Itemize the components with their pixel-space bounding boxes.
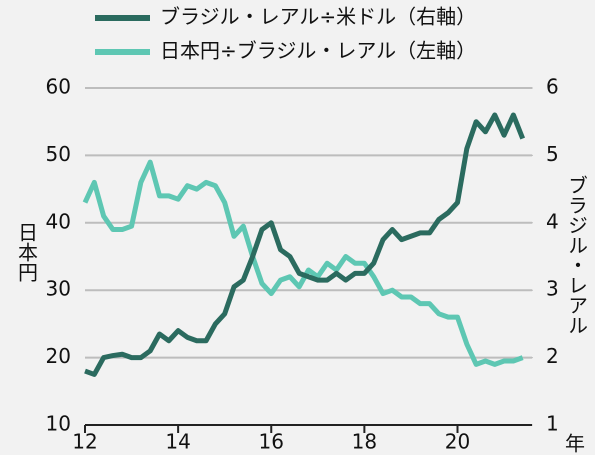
x-tick-label: 14 (165, 430, 190, 454)
y2-tick-label: 2 (546, 344, 559, 368)
y-tick-label: 50 (46, 142, 71, 166)
legend-label: ブラジル・レアル÷米ドル（右軸） (160, 5, 476, 29)
series-line (84, 112, 526, 377)
x-tick-label: 20 (445, 430, 470, 454)
y2-tick-label: 3 (546, 277, 559, 301)
y-tick-label: 20 (46, 344, 71, 368)
y2-tick-label: 1 (546, 412, 559, 436)
x-axis-label: 年 (565, 432, 585, 455)
x-tick-label: 16 (259, 430, 284, 454)
y2-tick-label: 6 (546, 75, 559, 99)
y-tick-label: 60 (46, 75, 71, 99)
x-tick-label: 12 (72, 430, 97, 454)
y-axis-label: 日本円 (15, 222, 39, 282)
y2-tick-label: 5 (546, 142, 559, 166)
legend-label: 日本円÷ブラジル・レアル（左軸） (160, 39, 476, 63)
y2-axis-label: ブラジル・レアル (565, 175, 589, 335)
y-tick-label: 10 (46, 412, 71, 436)
y-tick-label: 40 (46, 209, 71, 233)
series-line (82, 159, 524, 367)
x-tick-label: 18 (352, 430, 377, 454)
y2-tick-label: 4 (546, 209, 559, 233)
y-tick-label: 30 (46, 277, 71, 301)
